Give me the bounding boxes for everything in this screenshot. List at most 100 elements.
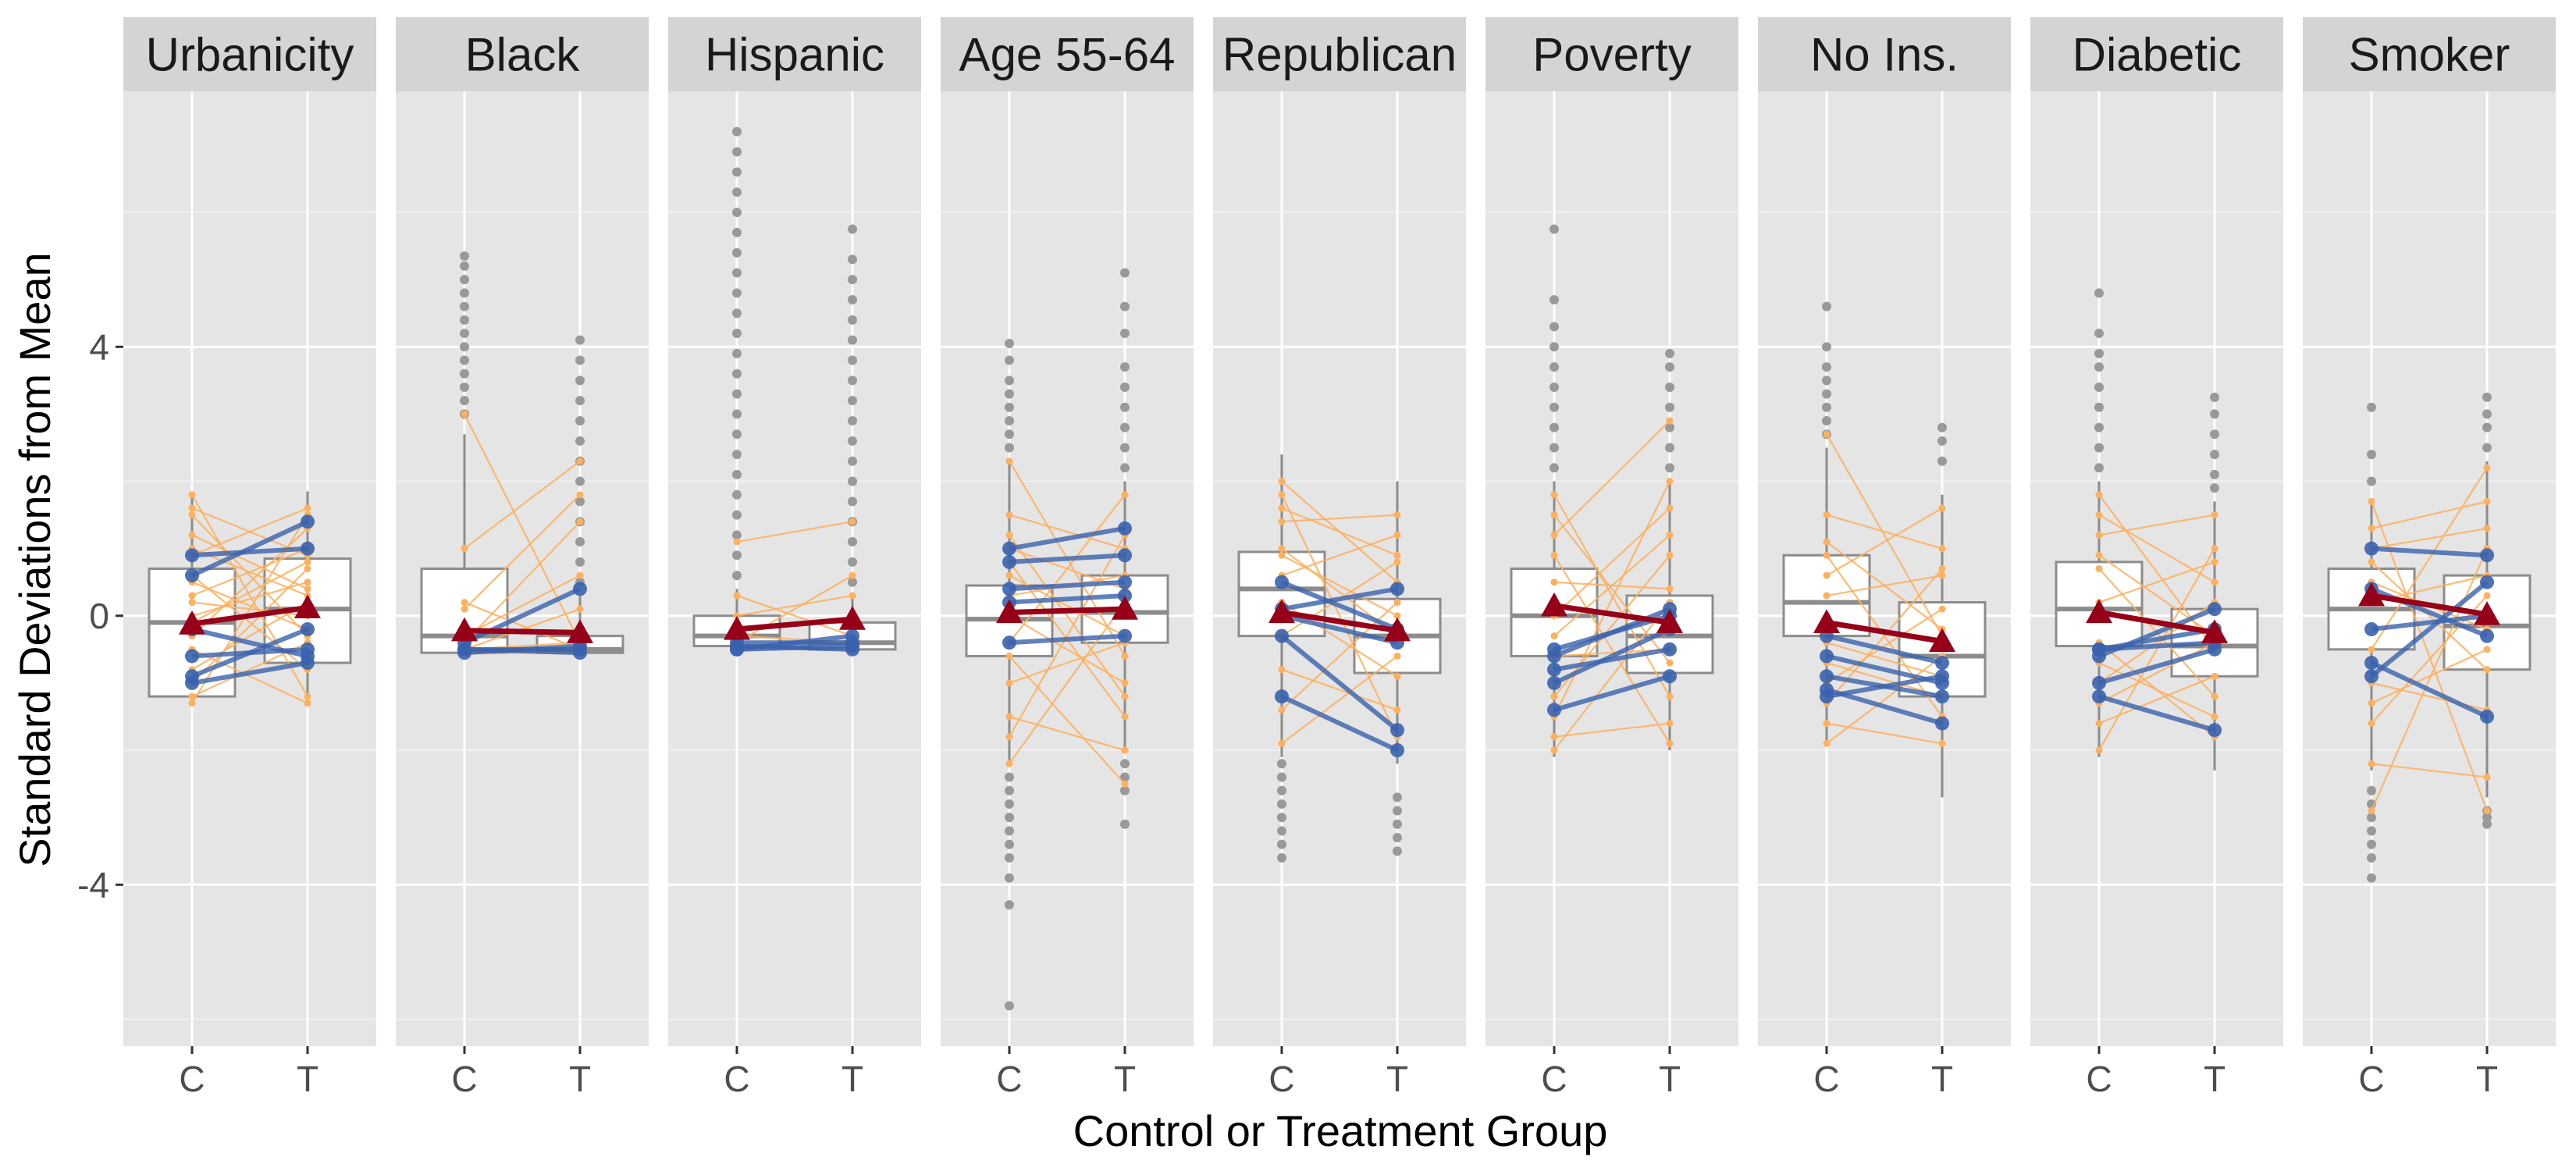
highlight-pair-point: [1390, 743, 1404, 758]
highlight-pair-point: [301, 541, 315, 556]
x-tick-label: T: [1114, 1059, 1136, 1099]
outlier-point: [460, 288, 469, 298]
pair-point: [1666, 585, 1674, 593]
pair-point: [1666, 739, 1674, 747]
pair-point: [2483, 592, 2491, 600]
pair-point: [1393, 551, 1401, 559]
outlier-point: [460, 342, 469, 352]
outlier-point: [1005, 389, 1014, 399]
highlight-pair-line: [1281, 613, 1398, 646]
pair-point: [1393, 652, 1401, 660]
pair-point: [461, 599, 468, 607]
pair-line: [191, 494, 308, 697]
facet-label: Black: [465, 29, 581, 81]
highlight-pair-point: [2208, 723, 2222, 738]
highlight-pair-point: [1547, 703, 1561, 717]
pair-point: [461, 410, 468, 418]
outlier-point: [1120, 463, 1130, 473]
x-tick-label: C: [1813, 1059, 1839, 1099]
outlier-point: [575, 476, 585, 486]
highlight-pair-point: [2364, 622, 2379, 637]
mean-marker: [179, 610, 205, 635]
mean-marker: [567, 619, 593, 643]
pair-point: [2095, 531, 2103, 539]
outlier-point: [1665, 443, 1674, 453]
pair-line: [1553, 554, 1670, 745]
y-axis-title: Standard Deviations from Mean: [10, 252, 59, 867]
outlier-point: [575, 416, 585, 426]
highlight-pair-line: [2098, 646, 2215, 685]
highlight-pair-line: [1553, 627, 1671, 685]
highlight-pair-point: [845, 635, 859, 650]
pair-point: [1393, 612, 1401, 620]
outlier-point: [1550, 342, 1559, 352]
pair-point: [1121, 780, 1129, 788]
pair-point: [849, 592, 856, 600]
facet-panel-age-55-64: Age 55-64 C T: [941, 17, 1194, 1099]
facet-panel-poverty: Poverty C T: [1485, 17, 1738, 1099]
highlight-pair-point: [1002, 541, 1016, 556]
outlier-point: [1937, 436, 1947, 446]
pair-point: [1278, 739, 1286, 747]
pair-point: [1550, 733, 1558, 741]
outlier-point: [1937, 456, 1947, 466]
facet-strip: [396, 17, 649, 91]
y-tick-label: 0: [89, 596, 109, 636]
pair-point: [461, 605, 468, 613]
pair-point: [1550, 531, 1558, 539]
outlier-point: [1120, 443, 1130, 453]
pair-point: [849, 518, 856, 525]
outlier-point: [1393, 792, 1402, 803]
outlier-point: [1550, 422, 1559, 432]
outlier-point: [732, 167, 742, 177]
pair-point: [1823, 430, 1831, 438]
outlier-point: [460, 275, 469, 285]
pair-point: [304, 578, 311, 586]
pair-point: [1666, 531, 1674, 539]
pair-point: [2211, 672, 2218, 680]
outlier-point: [1120, 382, 1130, 392]
pair-point: [2211, 558, 2218, 566]
pair-line: [2370, 500, 2489, 811]
outlier-point: [1005, 813, 1014, 823]
highlight-pair-line: [191, 660, 308, 685]
highlight-pair-line: [1009, 525, 1126, 551]
pair-line: [191, 561, 308, 624]
x-tick-label: C: [724, 1059, 749, 1099]
pair-point: [2095, 551, 2103, 559]
outlier-point: [732, 126, 742, 137]
x-tick-label: T: [569, 1059, 591, 1099]
outlier-point: [848, 335, 857, 345]
outlier-point: [1005, 826, 1014, 836]
outlier-point: [848, 376, 857, 386]
pair-point: [2095, 746, 2103, 754]
outlier-point: [1005, 429, 1014, 440]
pair-point: [1278, 551, 1286, 559]
pair-point: [2095, 720, 2103, 728]
outlier-point: [575, 537, 585, 547]
highlight-pair-line: [1009, 593, 1126, 605]
outlier-point: [1005, 852, 1014, 863]
pair-line: [1281, 655, 1398, 745]
pair-point: [1823, 511, 1831, 519]
highlight-pair-point: [457, 642, 471, 657]
pair-point: [1005, 571, 1013, 579]
highlight-pair-point: [1820, 689, 1834, 704]
outlier-point: [575, 557, 585, 567]
pair-point: [1666, 551, 1674, 559]
outlier-point: [732, 530, 742, 540]
pair-point: [2095, 491, 2103, 499]
outlier-point: [2367, 476, 2376, 486]
outlier-point: [1005, 338, 1014, 348]
outlier-point: [460, 329, 469, 339]
mean-marker: [2474, 601, 2500, 625]
outlier-point: [848, 557, 857, 567]
pair-point: [2211, 511, 2218, 519]
pair-line: [464, 575, 581, 637]
pair-point: [1393, 706, 1401, 714]
highlight-pair-point: [1935, 669, 1949, 684]
outlier-point: [2094, 329, 2104, 339]
pair-point: [1393, 672, 1401, 680]
pair-line: [191, 581, 308, 631]
pair-line: [2371, 500, 2488, 529]
